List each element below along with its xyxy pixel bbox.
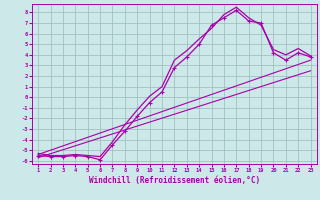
X-axis label: Windchill (Refroidissement éolien,°C): Windchill (Refroidissement éolien,°C) (89, 176, 260, 185)
